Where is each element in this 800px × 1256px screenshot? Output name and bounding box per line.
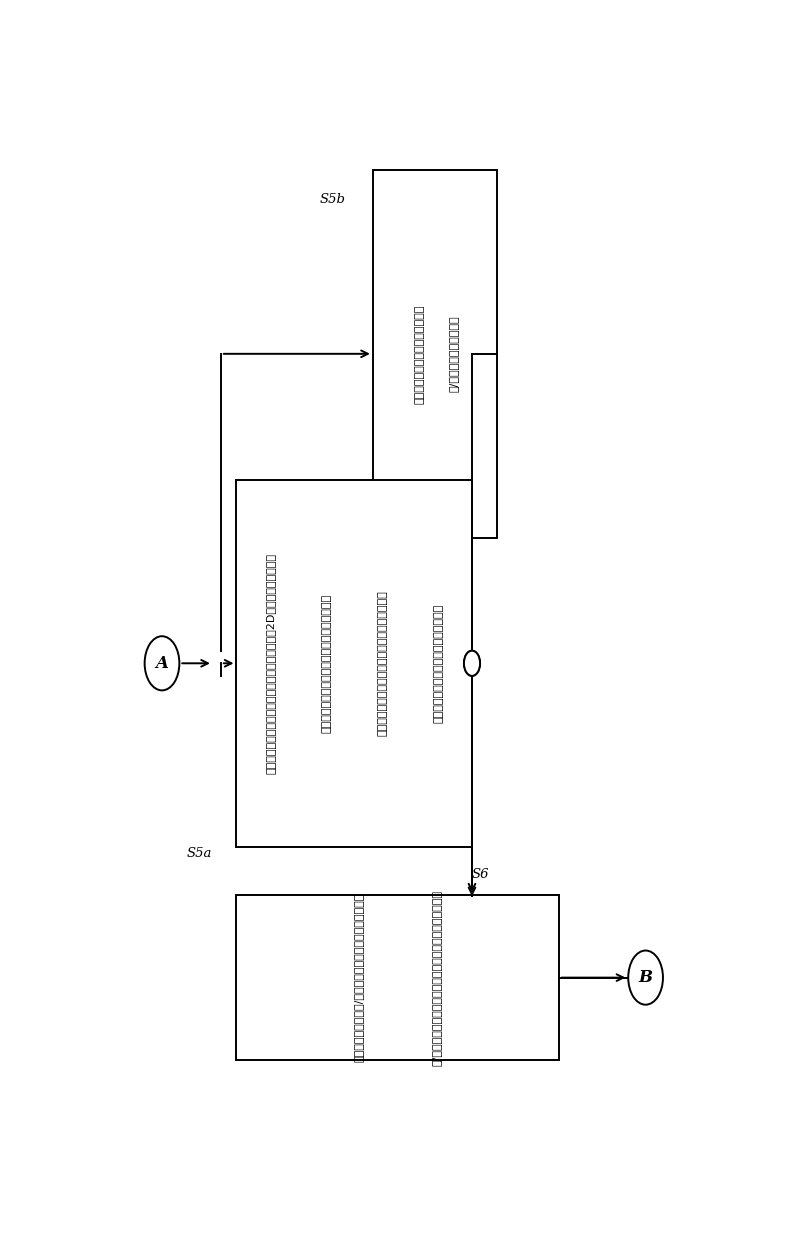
Bar <box>237 896 559 1060</box>
Text: 针对每次跟踪记录患者的心动周期: 针对每次跟踪记录患者的心动周期 <box>415 304 425 403</box>
Text: S6: S6 <box>472 868 490 880</box>
Text: 和/或呼吸周期的特定相位: 和/或呼吸周期的特定相位 <box>449 315 458 392</box>
Text: S5a: S5a <box>187 847 212 860</box>
Circle shape <box>628 951 663 1005</box>
Text: 从相同的投影角度和物距在手术中采集并记录透视2D实况图像的序列，该: 从相同的投影角度和物距在手术中采集并记录透视2D实况图像的序列，该 <box>265 553 275 774</box>
Bar <box>237 480 472 847</box>
Text: S5b: S5b <box>320 192 346 206</box>
Circle shape <box>464 651 480 676</box>
Circle shape <box>145 637 179 691</box>
Text: 介入工具在所述患者的冠状动脉结构或病灶部分或: 介入工具在所述患者的冠状动脉结构或病灶部分或 <box>378 590 387 736</box>
Text: 和/或呼吸周期的可预定义的特定相位对应的那些图像的集合: 和/或呼吸周期的可预定义的特定相位对应的那些图像的集合 <box>431 889 442 1065</box>
Text: A: A <box>155 654 169 672</box>
Bar <box>373 170 497 538</box>
Text: 借助于门控的心动和/或呼吸触发，选择与患者的心动周期: 借助于门控的心动和/或呼吸触发，选择与患者的心动周期 <box>354 893 364 1063</box>
Circle shape <box>464 651 480 676</box>
Text: 以便跟踪介入工具（例如导管）的导航运动，该: 以便跟踪介入工具（例如导管）的导航运动，该 <box>321 594 331 732</box>
Text: 心腔内沿朝向靶标结构或病灶的方向导航: 心腔内沿朝向靶标结构或病灶的方向导航 <box>434 604 443 723</box>
Text: B: B <box>638 970 653 986</box>
Circle shape <box>213 651 229 676</box>
